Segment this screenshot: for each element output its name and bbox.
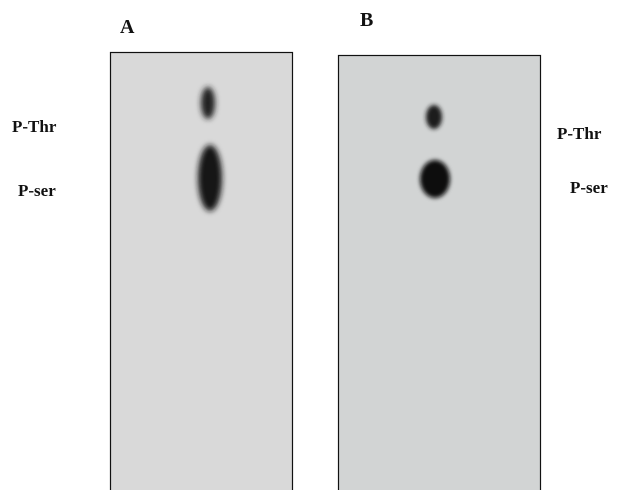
- spot: [201, 87, 215, 119]
- spot: [426, 105, 442, 129]
- spot-label: P-Thr: [12, 117, 57, 136]
- page: A P-Thr P-ser B P-Thr P-ser (() => { con…: [0, 0, 624, 490]
- spot-label: P-ser: [570, 178, 608, 197]
- spot: [420, 160, 450, 198]
- spot-label: P-ser: [18, 181, 56, 200]
- spot-label: P-Thr: [557, 124, 602, 143]
- panel-a: A P-Thr P-ser: [12, 16, 293, 490]
- spot: [198, 145, 222, 211]
- panel-letter: B: [360, 9, 373, 31]
- figure: A P-Thr P-ser B P-Thr P-ser: [0, 0, 624, 490]
- panel-letter: A: [120, 16, 135, 38]
- panel-b: B P-Thr P-ser: [339, 9, 609, 490]
- plate: [111, 53, 293, 490]
